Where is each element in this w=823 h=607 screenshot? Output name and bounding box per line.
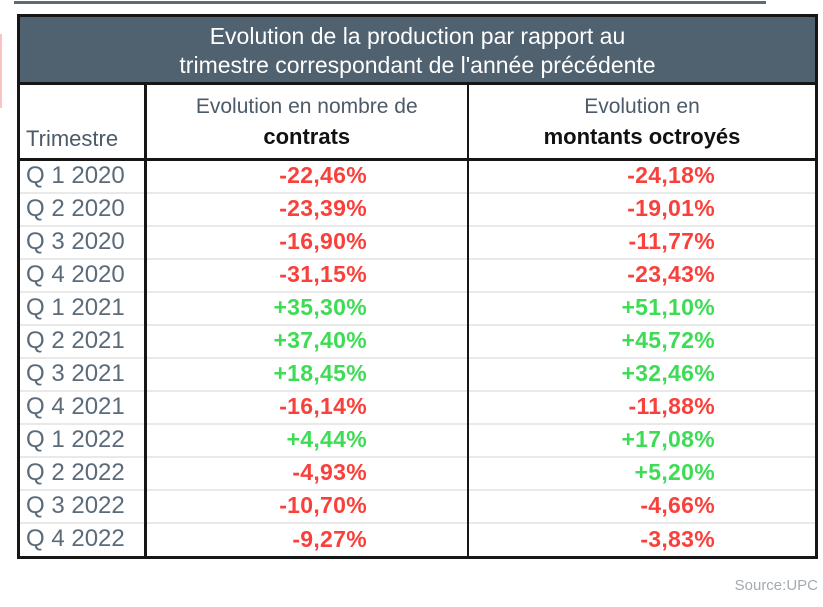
evolution-table: Evolution de la production par rapport a… <box>17 14 818 559</box>
header-trimestre-label: Trimestre <box>26 125 119 151</box>
table-row: Q 1 2021 +35,30% +51,10% <box>20 290 815 325</box>
contrats-value-cell: -22,46% <box>145 159 469 193</box>
table-row: Q 3 2020 -16,90% -11,77% <box>20 224 815 259</box>
table-row: Q 2 2022 -4,93% +5,20% <box>20 455 815 490</box>
quarter-cell: Q 3 2020 <box>20 224 147 259</box>
montants-value-cell: +17,08% <box>468 422 815 457</box>
contrats-value-cell: -31,15% <box>145 257 469 292</box>
quarter-cell: Q 2 2022 <box>20 455 147 490</box>
quarter-cell: Q 1 2021 <box>20 290 147 325</box>
montants-value-cell: +45,72% <box>468 323 815 358</box>
cropped-top-border-artifact <box>14 1 766 4</box>
header-contrats-bold-label: contrats <box>263 123 351 149</box>
header-contrats: Evolution en nombre de contrats <box>145 85 469 161</box>
quarter-cell: Q 4 2022 <box>20 521 147 556</box>
header-contrats-top-label: Evolution en nombre de <box>195 94 418 118</box>
table-row: Q 4 2022 -9,27% -3,83% <box>20 521 815 556</box>
montants-value-cell: -24,18% <box>627 162 715 188</box>
header-montants-bold-label: montants octroyés <box>543 123 741 149</box>
table-row: Q 1 2020 -22,46% -24,18% <box>20 159 815 193</box>
table-body: Q 1 2020 -22,46% -24,18% Q 2 2020 -23,39% -19… <box>20 159 815 556</box>
montants-value-cell: -11,77% <box>468 224 815 259</box>
header-row: Trimestre Evolution en nombre de contrat… <box>20 85 815 161</box>
montants-value-cell: +5,20% <box>468 455 815 490</box>
header-trimestre: Trimestre <box>20 85 147 161</box>
contrats-value-cell: -10,70% <box>145 488 469 523</box>
table-row: Q 2 2021 +37,40% +45,72% <box>20 323 815 358</box>
contrats-value-cell: -16,14% <box>145 389 469 424</box>
table-row: Q 3 2022 -10,70% -4,66% <box>20 488 815 523</box>
contrats-value-cell: -23,39% <box>145 191 469 226</box>
montants-value-cell: -23,43% <box>468 257 815 292</box>
montants-value-cell: +51,10% <box>468 290 815 325</box>
source-caption: Source:UPC <box>734 577 818 594</box>
montants-value-cell: -19,01% <box>468 191 815 226</box>
contrats-value-cell: -16,90% <box>145 224 469 259</box>
table-row: Q 2 2020 -23,39% -19,01% <box>20 191 815 226</box>
cropped-left-edge-artifact <box>0 34 2 108</box>
montants-value-cell: +32,46% <box>468 356 815 391</box>
table-title-line-2: trimestre correspondant de l'année précé… <box>179 52 656 78</box>
contrats-value-cell: -4,93% <box>145 455 469 490</box>
table-title-line-1: Evolution de la production par rapport a… <box>209 23 626 49</box>
header-montants: Evolution en montants octroyés <box>468 85 815 161</box>
contrats-value-cell: -9,27% <box>145 521 469 556</box>
quarter-cell: Q 2 2021 <box>20 323 147 358</box>
quarter-cell: Q 1 2020 <box>20 159 147 193</box>
table-title: Evolution de la production par rapport a… <box>20 17 815 85</box>
quarter-cell: Q 3 2021 <box>20 356 147 391</box>
header-montants-top-label: Evolution en <box>584 94 700 118</box>
quarter-cell: Q 1 2022 <box>20 422 147 457</box>
table-row: Q 4 2021 -16,14% -11,88% <box>20 389 815 424</box>
quarter-cell: Q 4 2020 <box>20 257 147 292</box>
table-row: Q 4 2020 -31,15% -23,43% <box>20 257 815 292</box>
contrats-value-cell: +37,40% <box>145 323 469 358</box>
quarter-cell: Q 3 2022 <box>20 488 147 523</box>
quarter-cell: Q 4 2021 <box>20 389 147 424</box>
montants-value-cell: -4,66% <box>468 488 815 523</box>
montants-value-cell: -3,83% <box>468 521 815 556</box>
contrats-value-cell: +18,45% <box>145 356 469 391</box>
contrats-value-cell: +4,44% <box>145 422 469 457</box>
data-grid: Trimestre Evolution en nombre de contrat… <box>20 85 815 556</box>
quarter-cell: Q 2 2020 <box>20 191 147 226</box>
table-row: Q 1 2022 +4,44% +17,08% <box>20 422 815 457</box>
contrats-value-cell: +35,30% <box>145 290 469 325</box>
montants-value-cell: -11,88% <box>468 389 815 424</box>
table-row: Q 3 2021 +18,45% +32,46% <box>20 356 815 391</box>
